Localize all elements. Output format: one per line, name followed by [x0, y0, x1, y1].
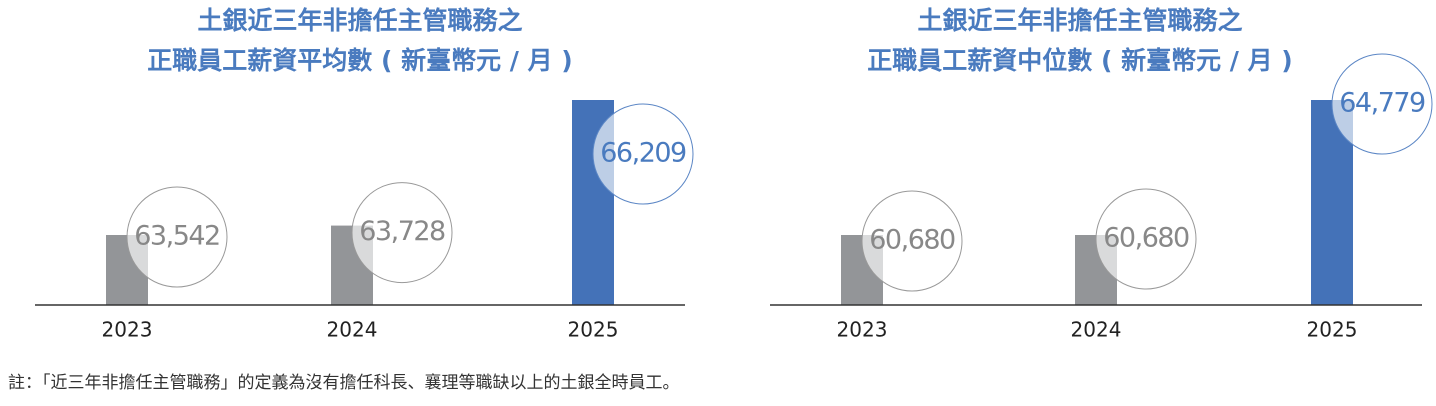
x-tick-label: 2025: [1307, 318, 1358, 342]
value-label: 64,779: [1339, 88, 1425, 119]
value-label: 60,680: [1103, 223, 1189, 254]
x-tick-label: 2023: [837, 318, 888, 342]
chart-title: 正職員工薪資中位數 ( 新臺幣元 / 月 ): [867, 46, 1293, 75]
value-bubble: [126, 186, 228, 288]
x-tick-label: 2024: [1071, 318, 1122, 342]
x-tick-label: 2025: [568, 318, 619, 342]
value-bubble: [1095, 188, 1197, 290]
value-bubble: [592, 103, 694, 205]
chart-title: 土銀近三年非擔任主管職務之: [197, 6, 522, 35]
value-label: 63,728: [359, 216, 445, 247]
chart-title: 土銀近三年非擔任主管職務之: [917, 6, 1242, 35]
footnote: 註：「近三年非擔任主管職務」的定義為沒有擔任科長、襄理等職缺以上的土銀全時員工。: [8, 372, 680, 393]
x-tick-label: 2023: [102, 318, 153, 342]
value-bubble: [351, 182, 453, 284]
value-label: 60,680: [869, 225, 955, 256]
value-bubble: [861, 190, 963, 292]
chart-title: 正職員工薪資平均數 ( 新臺幣元 / 月 ): [147, 46, 573, 75]
value-label: 63,542: [134, 221, 219, 252]
value-label: 66,209: [600, 138, 686, 169]
value-bubble: [1331, 53, 1433, 155]
x-tick-label: 2024: [327, 318, 378, 342]
